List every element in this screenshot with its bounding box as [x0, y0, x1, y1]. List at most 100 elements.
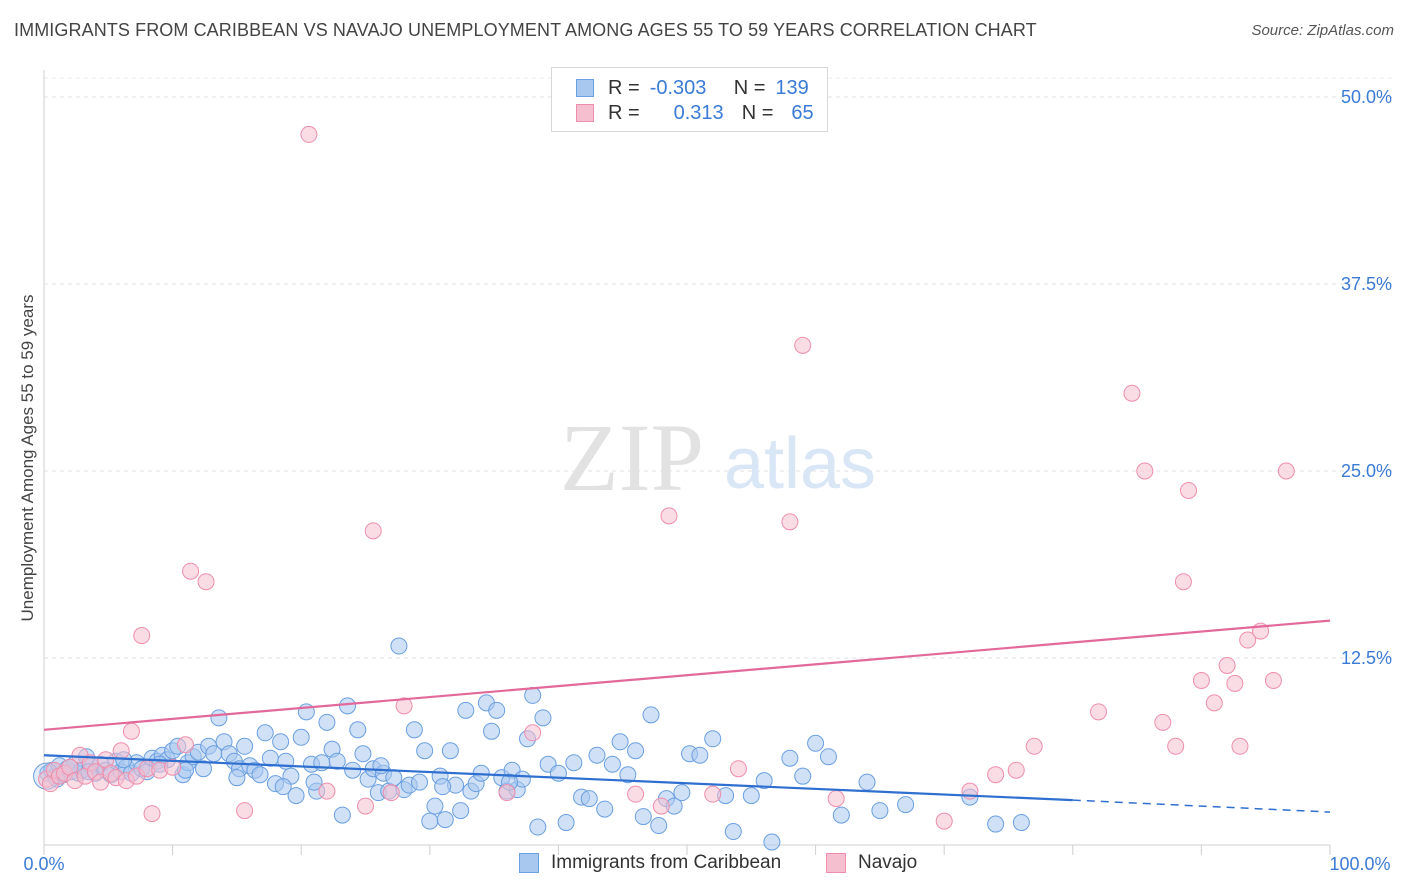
- data-point-navajo: [382, 784, 400, 802]
- legend-row-navajo: R = 0.313 N = 65: [576, 101, 814, 125]
- data-point-navajo: [1174, 573, 1192, 591]
- data-point-caribbean: [611, 733, 629, 751]
- y-tick-label: 25.0%: [1341, 461, 1392, 481]
- series-legend: Immigrants from Caribbean Navajo: [0, 852, 1406, 878]
- data-point-navajo: [112, 742, 130, 760]
- data-point-navajo: [197, 573, 215, 591]
- data-point-caribbean: [763, 833, 781, 851]
- data-point-caribbean: [354, 745, 372, 763]
- data-point-navajo: [236, 802, 254, 820]
- data-point-caribbean: [272, 733, 290, 751]
- data-point-caribbean: [256, 724, 274, 742]
- axis-layer: [43, 70, 1331, 855]
- y-tick-label: 37.5%: [1341, 274, 1392, 294]
- data-point-navajo: [1205, 694, 1223, 712]
- data-point-caribbean: [274, 778, 292, 796]
- legend-navajo-label: Navajo: [858, 852, 918, 873]
- data-point-navajo: [498, 784, 516, 802]
- data-point-caribbean: [691, 746, 709, 764]
- data-point-navajo: [704, 785, 722, 803]
- legend-swatch-blue: [576, 79, 594, 97]
- watermark: ZIP atlas: [560, 404, 876, 511]
- data-point-navajo: [524, 724, 542, 742]
- data-point-caribbean: [724, 823, 742, 841]
- data-point-navajo: [1007, 761, 1025, 779]
- trend-line-caribbean-extension: [1072, 799, 1331, 813]
- data-point-navajo: [395, 697, 413, 715]
- data-point-caribbean: [596, 800, 614, 818]
- data-point-caribbean: [292, 728, 310, 746]
- source-credit: Source: ZipAtlas.com: [1251, 22, 1394, 39]
- legend-r-label: R =: [608, 76, 640, 99]
- legend-item-navajo[interactable]: Navajo: [826, 852, 917, 874]
- legend-r-value: -0.303: [649, 76, 707, 99]
- data-point-caribbean: [426, 797, 444, 815]
- data-point-navajo: [1123, 384, 1141, 402]
- data-point-caribbean: [704, 730, 722, 748]
- data-point-navajo: [1277, 462, 1295, 480]
- x-tick-label-max: 100.0%: [1329, 854, 1390, 874]
- data-point-navajo: [987, 766, 1005, 784]
- data-point-caribbean: [411, 773, 429, 791]
- data-point-caribbean: [1012, 814, 1030, 832]
- data-point-caribbean: [642, 706, 660, 724]
- tick-labels: 12.5% 25.0% 37.5% 50.0% 0.0% 100.0%: [23, 87, 1392, 874]
- data-point-caribbean: [251, 766, 269, 784]
- data-point-navajo: [164, 758, 182, 776]
- legend-caribbean-label: Immigrants from Caribbean: [551, 852, 782, 873]
- data-point-caribbean: [755, 772, 773, 790]
- watermark-atlas: atlas: [724, 424, 876, 504]
- data-point-caribbean: [742, 787, 760, 805]
- data-point-caribbean: [287, 787, 305, 805]
- data-point-caribbean: [832, 806, 850, 824]
- data-point-navajo: [827, 790, 845, 808]
- watermark-zip: ZIP: [560, 404, 704, 511]
- data-point-caribbean: [390, 637, 408, 655]
- data-point-caribbean: [619, 766, 637, 784]
- data-point-navajo: [1218, 656, 1236, 674]
- data-point-caribbean: [588, 746, 606, 764]
- data-point-caribbean: [328, 752, 346, 770]
- chart-title: IMMIGRANTS FROM CARIBBEAN VS NAVAJO UNEM…: [14, 20, 1037, 40]
- data-point-caribbean: [344, 761, 362, 779]
- data-point-navajo: [652, 797, 670, 815]
- data-point-navajo: [1136, 462, 1154, 480]
- data-point-navajo: [781, 513, 799, 531]
- legend-n-label: N =: [733, 76, 766, 99]
- data-point-caribbean: [819, 748, 837, 766]
- data-point-navajo: [935, 812, 953, 830]
- data-point-caribbean: [534, 709, 552, 727]
- data-point-navajo: [1231, 737, 1249, 755]
- legend-item-caribbean[interactable]: Immigrants from Caribbean: [519, 852, 781, 874]
- data-point-navajo: [1226, 674, 1244, 692]
- data-point-caribbean: [565, 754, 583, 772]
- legend-swatch-blue: [519, 853, 539, 873]
- data-point-caribbean: [529, 818, 547, 836]
- data-point-navajo: [660, 507, 678, 525]
- data-point-caribbean: [228, 769, 246, 787]
- data-point-navajo: [1154, 713, 1172, 731]
- data-point-navajo: [729, 760, 747, 778]
- data-point-navajo: [627, 785, 645, 803]
- data-point-caribbean: [405, 721, 423, 739]
- legend-swatch-pink: [576, 104, 594, 122]
- series-navajo-points: [38, 125, 1295, 830]
- legend-n-value: 65: [791, 101, 814, 124]
- data-point-caribbean: [210, 709, 228, 727]
- data-point-caribbean: [603, 755, 621, 773]
- data-point-navajo: [794, 336, 812, 354]
- data-point-caribbean: [441, 742, 459, 760]
- data-point-caribbean: [318, 713, 336, 731]
- stats-legend: R = -0.303 N = 139 R = 0.313 N = 65: [551, 67, 828, 132]
- data-point-caribbean: [557, 814, 575, 832]
- legend-row-caribbean: R = -0.303 N = 139: [576, 76, 809, 100]
- y-tick-label: 50.0%: [1341, 87, 1392, 107]
- y-tick-label: 12.5%: [1341, 648, 1392, 668]
- data-point-caribbean: [421, 812, 439, 830]
- x-tick-label-min: 0.0%: [23, 854, 64, 874]
- data-point-navajo: [357, 797, 374, 815]
- data-point-caribbean: [987, 815, 1005, 833]
- data-point-caribbean: [236, 737, 254, 755]
- data-point-caribbean: [627, 742, 645, 760]
